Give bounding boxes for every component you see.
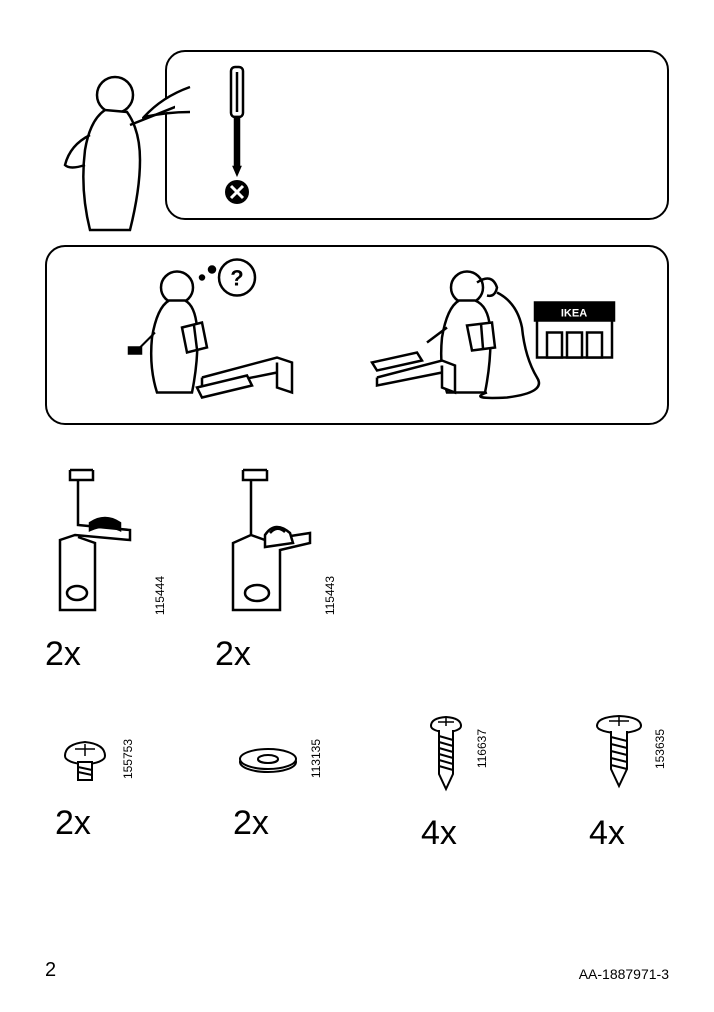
help-box: ?: [45, 245, 669, 425]
tools-box: [165, 50, 669, 220]
document-id: AA-1887971-3: [579, 966, 669, 982]
bracket-icon-1: [45, 465, 165, 625]
help-illustration: ?: [47, 247, 667, 423]
instruction-page: ?: [0, 0, 714, 1012]
part-number: 115444: [153, 576, 167, 615]
hardware-screw-3: 153635 4x: [589, 714, 659, 853]
hardware-screw-2: 116637 4x: [421, 714, 481, 853]
hardware-row: 155753 2x 113135 2x: [45, 714, 669, 853]
part-number: 116637: [475, 729, 489, 768]
person-figure: [35, 70, 175, 250]
quantity-label: 4x: [589, 814, 625, 853]
hardware-washer: 113135 2x: [233, 714, 313, 853]
washer-icon: [233, 714, 313, 794]
part-number: 113135: [309, 739, 323, 778]
screwdriver-icon: [217, 62, 257, 212]
bracket-icon-2: [215, 465, 335, 625]
page-number: 2: [45, 959, 56, 982]
svg-text:IKEA: IKEA: [561, 308, 587, 320]
screw-short-icon: [55, 714, 125, 794]
quantity-label: 4x: [421, 814, 457, 853]
quantity-label: 2x: [55, 804, 91, 843]
svg-text:?: ?: [230, 266, 243, 291]
brackets-row: 115444 2x 115443 2x: [45, 465, 669, 674]
quantity-label: 2x: [45, 635, 81, 674]
bracket-part-1: 115444 2x: [45, 465, 165, 674]
part-number: 153635: [653, 729, 667, 769]
part-number: 155753: [121, 739, 135, 779]
quantity-label: 2x: [215, 635, 251, 674]
no-phillips-icon: [225, 180, 249, 204]
quantity-label: 2x: [233, 804, 269, 843]
screw-long-icon: [421, 714, 481, 804]
hardware-screw-1: 155753 2x: [55, 714, 125, 853]
screw-wide-icon: [589, 714, 659, 804]
bracket-part-2: 115443 2x: [215, 465, 335, 674]
part-number: 115443: [323, 576, 337, 615]
